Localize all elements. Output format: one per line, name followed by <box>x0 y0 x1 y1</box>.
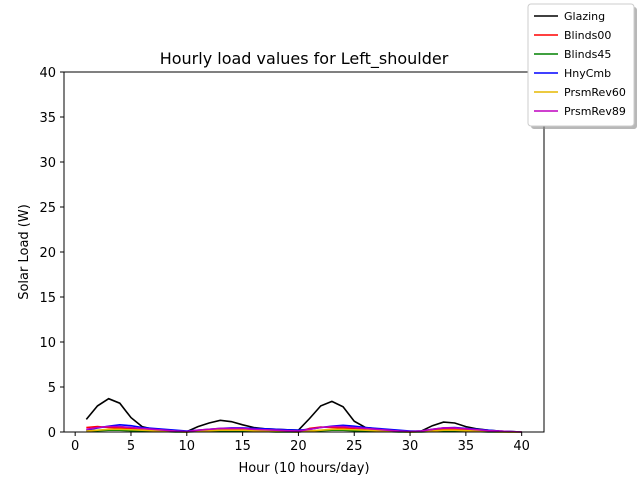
x-tick-label: 20 <box>290 439 307 454</box>
y-axis-label: Solar Load (W) <box>17 204 32 300</box>
legend-label: Blinds00 <box>564 29 611 42</box>
x-tick-label: 30 <box>402 439 419 454</box>
y-tick-label: 20 <box>39 246 56 261</box>
x-tick-label: 35 <box>458 439 475 454</box>
y-tick-label: 35 <box>39 111 56 126</box>
y-tick-label: 10 <box>39 336 56 351</box>
series-line-prsmrev89 <box>86 425 522 433</box>
legend: Glazing Blinds00 Blinds45 HnyCmb PrsmRev60 Pr… <box>527 3 637 129</box>
y-tick-label: 0 <box>48 426 56 441</box>
y-tick-label: 15 <box>39 291 56 306</box>
y-tick-label: 40 <box>39 66 56 81</box>
legend-label: PrsmRev60 <box>564 86 626 99</box>
plot-area <box>85 397 522 433</box>
x-tick-label: 25 <box>346 439 363 454</box>
legend-label: HnyCmb <box>564 67 611 80</box>
x-tick-label: 0 <box>71 439 79 454</box>
plot-frame <box>63 71 545 433</box>
y-tick-label: 25 <box>39 201 56 216</box>
legend-label: PrsmRev89 <box>564 105 626 118</box>
x-tick-label: 10 <box>179 439 196 454</box>
x-tick-label: 40 <box>513 439 530 454</box>
legend-label: Blinds45 <box>564 48 611 61</box>
y-axis: 0 5 10 15 20 25 30 35 40 <box>39 66 64 441</box>
x-tick-label: 5 <box>127 439 135 454</box>
legend-label: Glazing <box>564 10 605 23</box>
x-axis-label: Hour (10 hours/day) <box>238 461 369 476</box>
x-axis: 0 5 10 15 20 25 30 35 40 <box>71 432 530 454</box>
y-tick-label: 30 <box>39 156 56 171</box>
y-tick-label: 5 <box>48 381 56 396</box>
chart-title: Hourly load values for Left_shoulder <box>160 49 449 69</box>
x-tick-label: 15 <box>234 439 251 454</box>
